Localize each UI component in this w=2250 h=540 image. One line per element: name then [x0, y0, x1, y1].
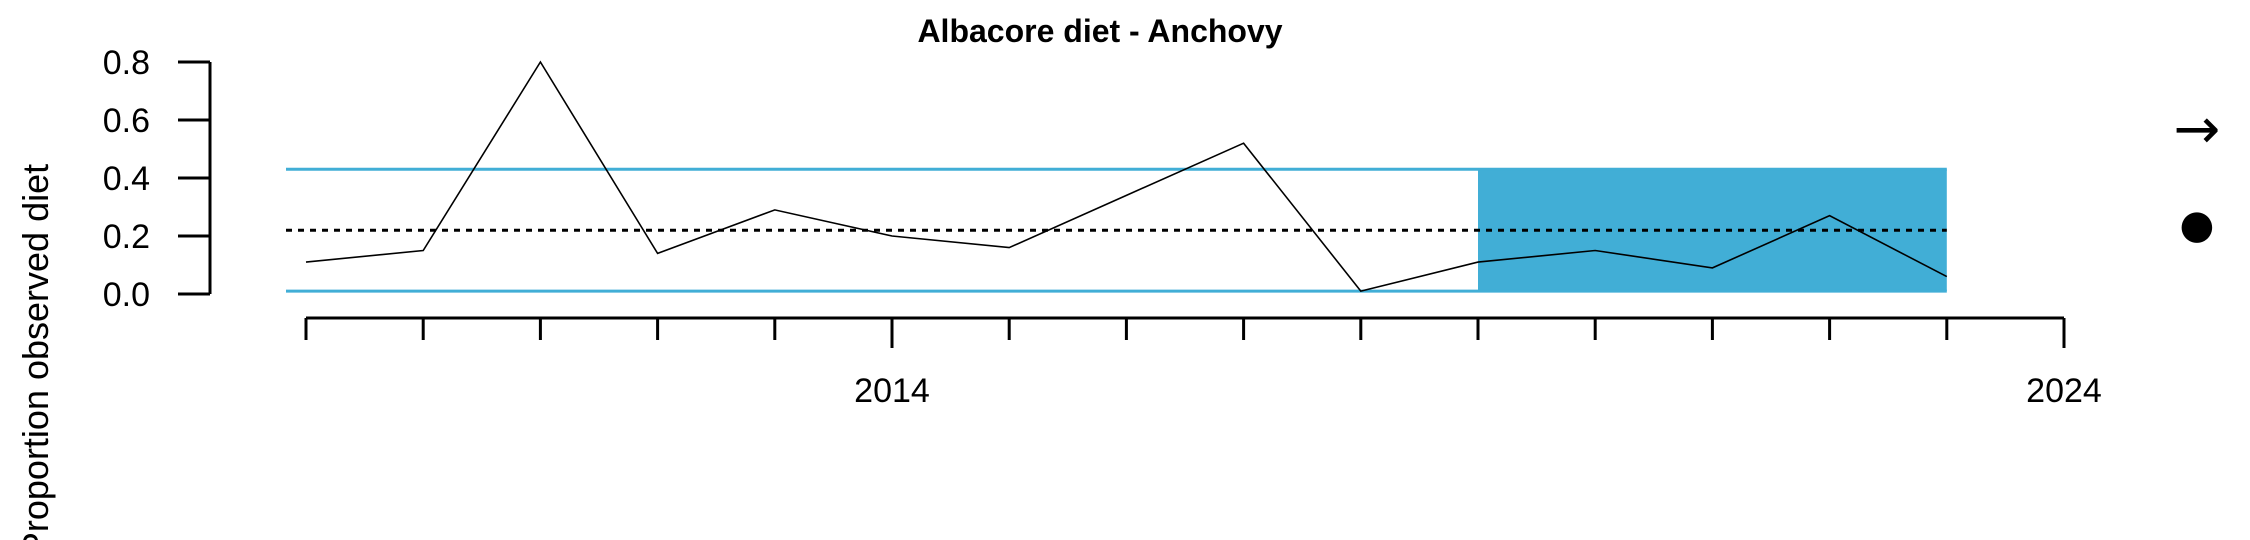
series-line — [305, 60, 1948, 293]
x-tick-label: 2014 — [854, 372, 930, 410]
chart-title: Albacore diet - Anchovy — [917, 13, 1282, 49]
y-axis: 0.0 0.2 0.4 0.6 0.8 — [103, 44, 212, 314]
y-axis-title: Proportion observed diet — [15, 164, 56, 540]
y-tick-label: 0.8 — [103, 44, 150, 82]
y-tick-label: 0.6 — [103, 102, 150, 140]
mean-dot-icon: ● — [2180, 202, 2215, 248]
x-axis: 2014 2024 — [304, 316, 2102, 410]
y-tick-label: 0.0 — [103, 276, 150, 314]
x-tick-label: 2024 — [2026, 372, 2102, 410]
recent-period-highlight — [1478, 169, 1947, 292]
y-tick-label: 0.4 — [103, 160, 150, 198]
trend-arrow-icon: → — [2174, 97, 2221, 162]
y-tick-label: 0.2 — [103, 218, 150, 256]
